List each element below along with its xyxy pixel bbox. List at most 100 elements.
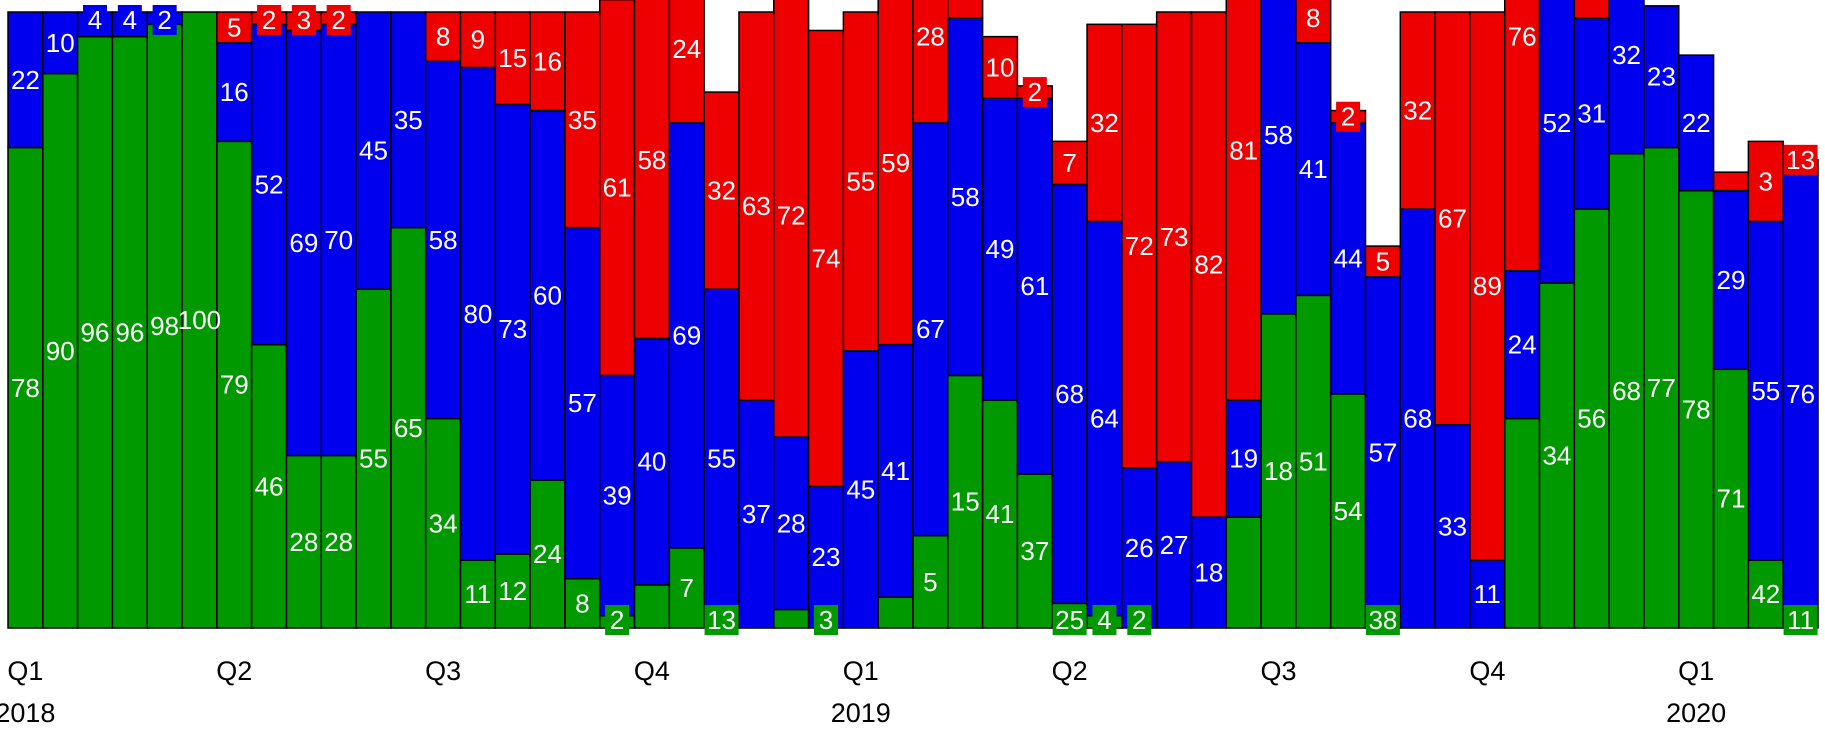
segment-label-blue-2: 4 <box>88 5 102 35</box>
segment-label-blue-35: 19 <box>1229 444 1258 474</box>
segment-label-blue-16: 57 <box>568 388 597 418</box>
segment-label-blue-42: 11 <box>1474 579 1501 609</box>
bar-segment-green-2 <box>76 35 114 629</box>
segment-label-blue-31: 64 <box>1090 404 1119 434</box>
x-tick-year-24: 2019 <box>831 698 891 728</box>
bar-segment-green-46 <box>1608 152 1645 629</box>
segment-label-blue-51: 76 <box>1786 379 1815 409</box>
bar-segment-green-18 <box>633 584 671 629</box>
segment-label-red-41: 67 <box>1438 203 1467 233</box>
segment-label-red-40: 32 <box>1403 96 1432 126</box>
bar-segment-blue-10 <box>355 11 392 290</box>
segment-label-blue-50: 55 <box>1751 376 1780 406</box>
segment-labels-layer: 7822901096496498210079165465222869328702… <box>11 3 1818 635</box>
segment-label-green-16: 8 <box>575 588 589 618</box>
segment-label-green-51: 11 <box>1787 605 1814 635</box>
bar-segment-green-6 <box>216 140 253 629</box>
segment-label-green-37: 51 <box>1299 447 1328 477</box>
segment-label-blue-3: 4 <box>123 5 137 35</box>
segment-label-green-26: 5 <box>923 567 937 597</box>
bar-segment-red-21 <box>738 11 775 401</box>
segment-label-red-18: 58 <box>637 145 666 175</box>
segment-label-green-15: 24 <box>533 539 562 569</box>
bar-segment-blue-51 <box>1782 159 1819 629</box>
segment-label-red-33: 73 <box>1160 222 1189 252</box>
segment-label-bg-green-23 <box>813 605 838 635</box>
segment-label-blue-30: 68 <box>1055 379 1084 409</box>
bars-layer <box>7 0 1819 629</box>
segment-label-blue-15: 60 <box>533 280 562 310</box>
bar-segment-green-29 <box>1016 473 1053 629</box>
segment-label-blue-12: 58 <box>429 225 458 255</box>
segment-label-green-27: 15 <box>951 487 980 517</box>
segment-label-blue-27: 58 <box>951 182 980 212</box>
bar-segment-red-19 <box>668 0 705 124</box>
bar-segment-red-37 <box>1295 0 1332 44</box>
segment-label-blue-17: 39 <box>603 481 632 511</box>
segment-label-red-20: 32 <box>707 176 736 206</box>
segment-label-green-0: 78 <box>11 373 40 403</box>
segment-label-red-22: 72 <box>777 200 806 230</box>
segment-label-green-3: 96 <box>115 317 144 347</box>
bar-segment-green-49 <box>1712 368 1750 629</box>
segment-label-red-24: 55 <box>846 166 875 196</box>
segment-label-green-13: 11 <box>464 579 491 609</box>
segment-label-green-38: 54 <box>1334 496 1363 526</box>
segment-label-green-29: 37 <box>1020 536 1049 566</box>
segment-label-blue-37: 41 <box>1299 154 1328 184</box>
bar-segment-blue-29 <box>1016 97 1053 475</box>
bar-segment-blue-36 <box>1260 0 1297 315</box>
segment-label-red-38: 2 <box>1341 102 1355 132</box>
bar-segment-blue-18 <box>633 337 671 586</box>
segment-label-green-30: 25 <box>1055 605 1084 635</box>
x-tick-year-48: 2020 <box>1666 698 1726 728</box>
segment-label-red-31: 32 <box>1090 108 1119 138</box>
segment-label-red-25: 59 <box>881 148 910 178</box>
segment-label-blue-19: 69 <box>672 320 701 350</box>
segment-label-red-42: 89 <box>1473 271 1502 301</box>
bar-segment-blue-14 <box>494 103 531 555</box>
segment-label-blue-18: 40 <box>637 447 666 477</box>
bar-segment-red-41 <box>1434 11 1471 426</box>
bar-segment-red-43 <box>1503 0 1541 272</box>
bar-segment-blue-22 <box>773 436 810 611</box>
segment-label-blue-22: 28 <box>777 508 806 538</box>
segment-label-green-2: 96 <box>81 317 110 347</box>
bar-segment-blue-21 <box>738 399 775 629</box>
segment-label-blue-7: 52 <box>255 169 284 199</box>
bar-segment-blue-44 <box>1538 0 1576 284</box>
bar-segment-green-22 <box>773 608 810 629</box>
segment-label-bg-red-51 <box>1783 144 1818 175</box>
bar-segment-green-5 <box>181 11 218 629</box>
bar-segment-red-26 <box>912 0 949 124</box>
segment-label-red-28: 10 <box>986 52 1015 82</box>
segment-label-blue-0: 22 <box>11 65 40 95</box>
segment-label-red-37: 8 <box>1306 3 1320 33</box>
segment-label-green-48: 78 <box>1682 394 1711 424</box>
segment-label-blue-11: 35 <box>394 105 423 135</box>
segment-label-bg-blue-4 <box>152 5 177 35</box>
bar-segment-green-0 <box>7 146 44 629</box>
segment-label-green-47: 77 <box>1647 373 1676 403</box>
bar-segment-blue-45 <box>1573 17 1610 210</box>
x-tick-quarter-0: Q1 <box>7 656 43 686</box>
segment-label-bg-green-20 <box>704 605 739 635</box>
segment-label-red-39: 5 <box>1376 246 1390 276</box>
segment-label-green-44: 34 <box>1542 441 1571 471</box>
segment-label-blue-48: 22 <box>1682 108 1711 138</box>
x-tick-quarter-12: Q3 <box>425 656 461 686</box>
segment-label-bg-red-29 <box>1022 77 1047 108</box>
segment-label-red-13: 9 <box>471 25 485 55</box>
segment-label-red-21: 63 <box>742 191 771 221</box>
bar-segment-blue-48 <box>1678 54 1715 192</box>
segment-label-red-35: 81 <box>1229 136 1258 166</box>
bar-segment-red-27 <box>947 0 984 19</box>
bar-segment-blue-25 <box>877 343 914 598</box>
bar-segment-green-12 <box>424 417 462 629</box>
bar-segment-green-3 <box>111 35 148 629</box>
bar-segment-green-19 <box>668 547 705 629</box>
bar-segment-red-45 <box>1573 0 1610 19</box>
segment-label-red-9: 2 <box>331 5 345 35</box>
segment-label-green-28: 41 <box>986 499 1015 529</box>
segment-label-red-30: 7 <box>1062 148 1076 178</box>
